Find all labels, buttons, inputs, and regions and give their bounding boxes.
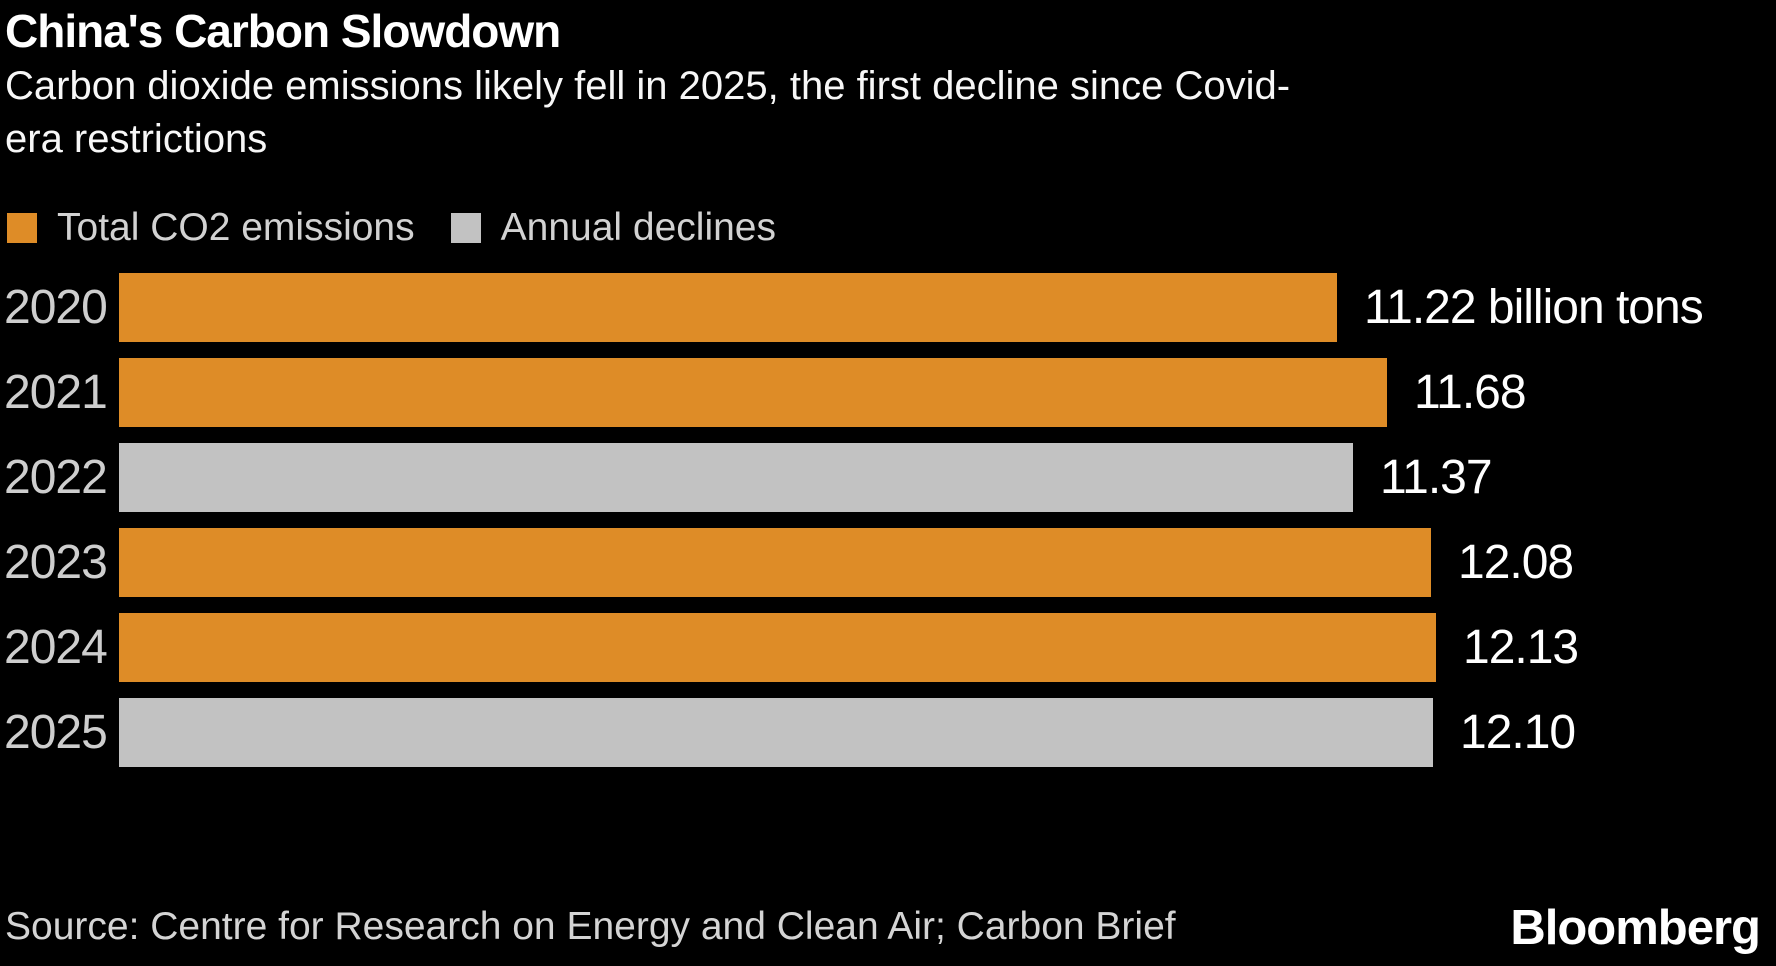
- bar-row-2021: 2021 11.68: [0, 358, 1776, 427]
- value-label-2020: 11.22 billion tons: [1364, 281, 1704, 334]
- bar-row-2022: 2022 11.37: [0, 443, 1776, 512]
- value-label-2023: 12.08: [1458, 536, 1574, 589]
- legend-swatch-gray-icon: [450, 213, 481, 243]
- bar-2022: [119, 443, 1353, 512]
- year-label-2022: 2022: [4, 451, 108, 504]
- bar-2025: [119, 698, 1433, 767]
- value-label-2021: 11.68: [1414, 366, 1527, 419]
- value-label-2025: 12.10: [1460, 706, 1576, 759]
- bloomberg-logo: Bloomberg: [1510, 901, 1761, 955]
- year-label-2024: 2024: [4, 621, 108, 674]
- bar-2024: [119, 613, 1436, 682]
- bar-row-2020: 2020 11.22 billion tons: [0, 273, 1776, 342]
- chart-subtitle-line1: Carbon dioxide emissions likely fell in …: [5, 64, 1291, 108]
- year-label-2020: 2020: [4, 281, 108, 334]
- bar-2023: [119, 528, 1431, 597]
- bar-row-2025: 2025 12.10: [0, 698, 1776, 767]
- bar-chart-area: 2020 11.22 billion tons 2021 11.68 2022 11.37…: [0, 273, 1776, 783]
- legend-label-total-co2: Total CO2 emissions: [57, 206, 415, 249]
- value-label-2022: 11.37: [1380, 451, 1493, 504]
- chart-subtitle: Carbon dioxide emissions likely fell in …: [5, 60, 1290, 166]
- legend-item-annual-declines: Annual declines: [450, 206, 777, 250]
- chart-subtitle-line2: era restrictions: [5, 117, 268, 161]
- value-label-2024: 12.13: [1463, 621, 1579, 674]
- year-label-2023: 2023: [4, 536, 108, 589]
- chart-title: China's Carbon Slowdown: [5, 5, 561, 57]
- year-label-2021: 2021: [4, 366, 108, 419]
- legend-item-total-co2: Total CO2 emissions: [7, 206, 415, 250]
- legend-swatch-orange-icon: [7, 213, 37, 243]
- bar-2021: [119, 358, 1387, 427]
- bar-row-2024: 2024 12.13: [0, 613, 1776, 682]
- bar-2020: [119, 273, 1337, 342]
- legend-label-annual-declines: Annual declines: [500, 206, 777, 249]
- chart-legend: Total CO2 emissions Annual declines: [7, 206, 776, 250]
- bar-row-2023: 2023 12.08: [0, 528, 1776, 597]
- year-label-2025: 2025: [4, 706, 108, 759]
- source-attribution: Source: Centre for Research on Energy an…: [5, 905, 1176, 948]
